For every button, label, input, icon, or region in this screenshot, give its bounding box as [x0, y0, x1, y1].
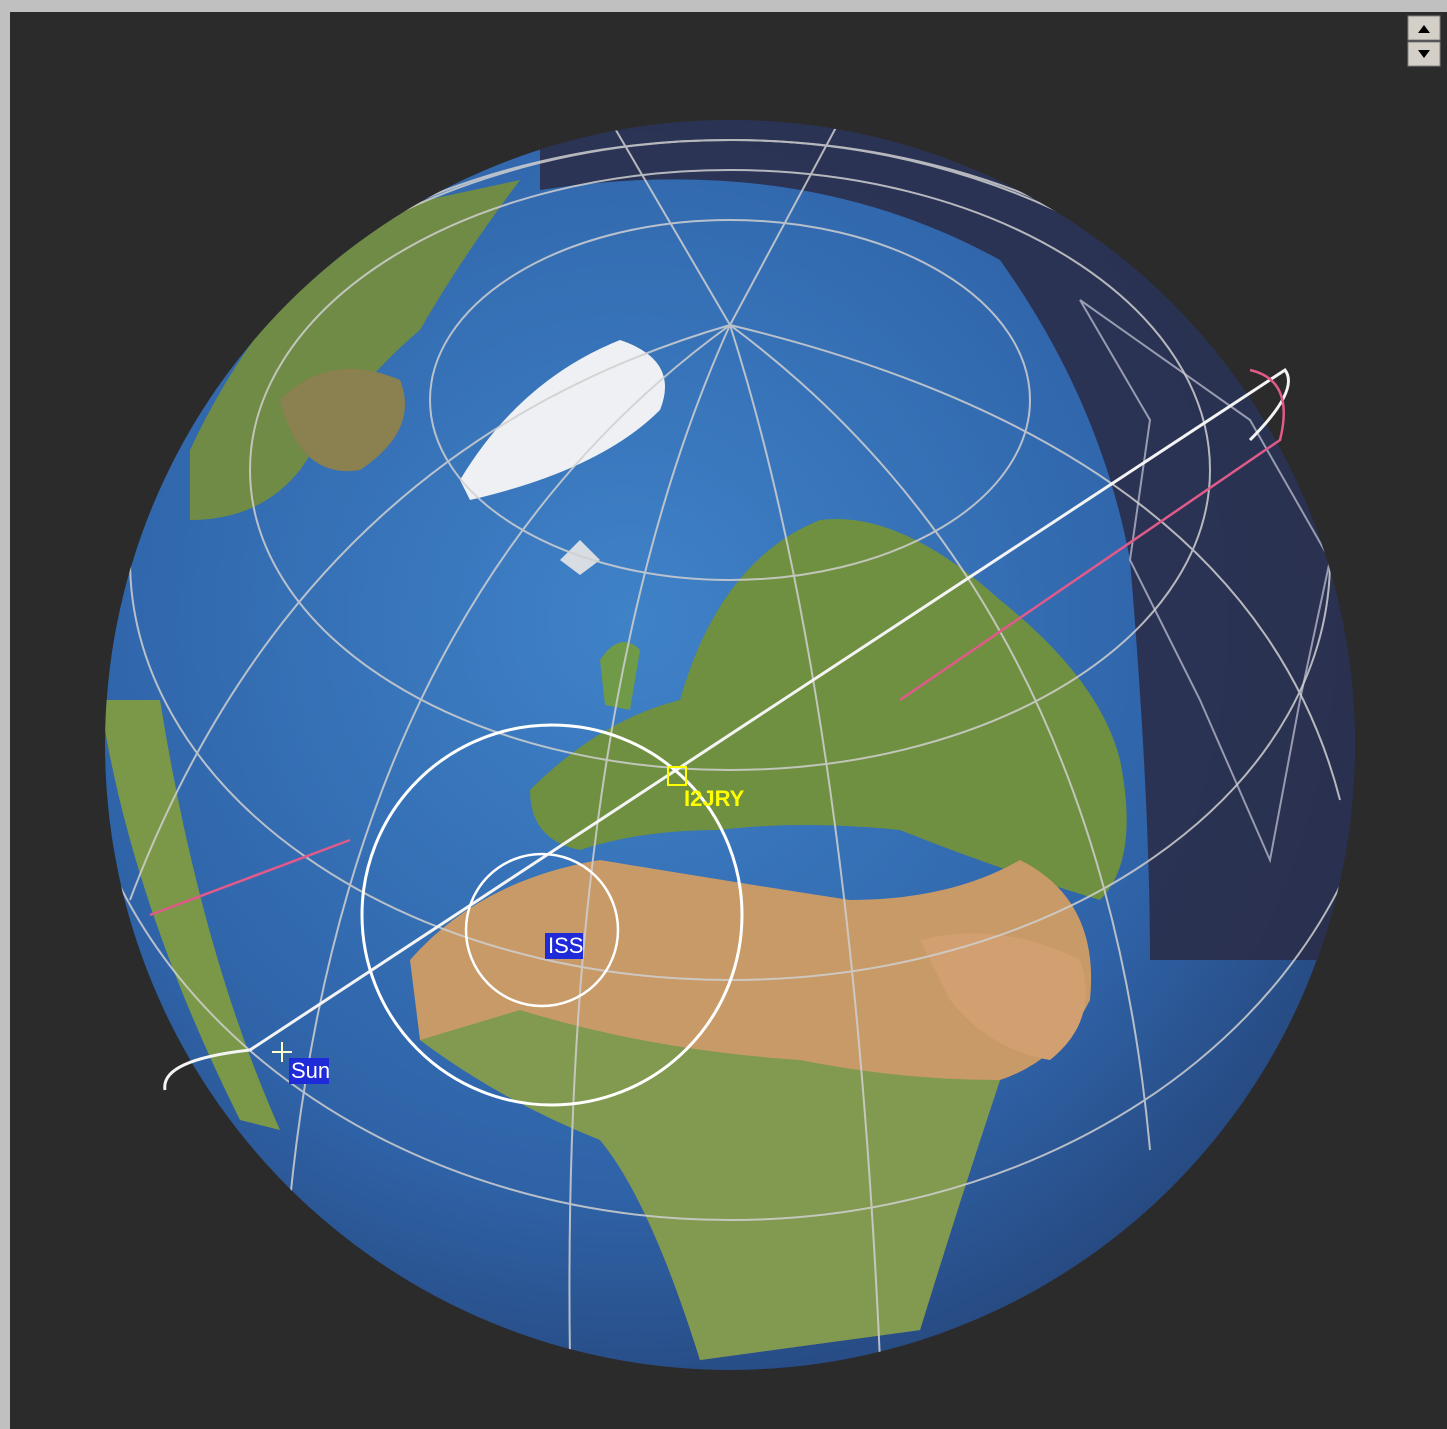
arabia [920, 933, 1086, 1060]
station-marker [667, 766, 687, 786]
central-africa [420, 1010, 1000, 1360]
graticule [105, 120, 1355, 1361]
orbit-backside [149, 368, 1285, 917]
labrador [280, 368, 405, 472]
europe [530, 519, 1127, 900]
top-frame [0, 0, 1447, 12]
footprint-outer [360, 723, 744, 1107]
iss-orbit [163, 367, 1290, 1091]
britain [600, 642, 640, 710]
night-borders [1079, 299, 1332, 864]
footprint-inner [464, 852, 620, 1008]
iceland [560, 540, 600, 575]
station-label: I2JRY [684, 786, 745, 811]
sun-marker [272, 1042, 292, 1062]
south-america [105, 700, 280, 1130]
scroll-up[interactable] [1407, 15, 1441, 41]
left-frame [0, 12, 10, 1429]
globe [105, 120, 1355, 1370]
sun-label: Sun [291, 1058, 330, 1083]
scroll-down[interactable] [1407, 41, 1441, 67]
satellite-label: ISS [548, 933, 583, 958]
greenland [460, 340, 665, 500]
sun-label-bg [289, 1058, 329, 1084]
satellite-label-bg [545, 933, 583, 959]
north-america [190, 180, 520, 520]
